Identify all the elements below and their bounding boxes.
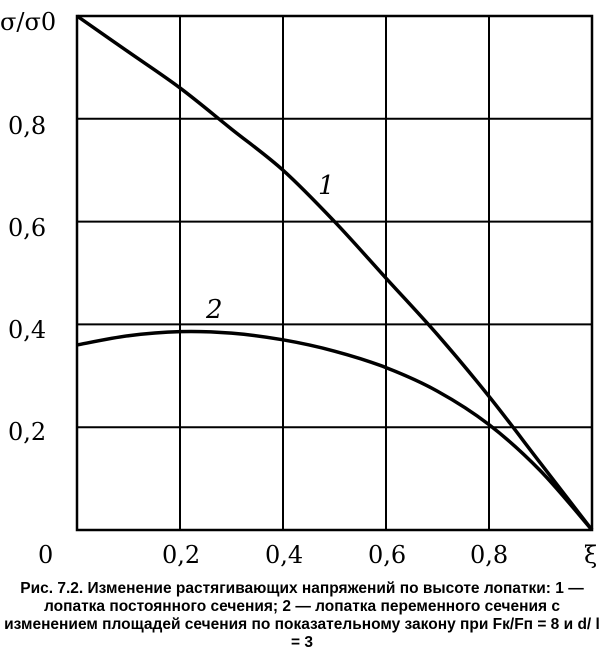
series-lines (75, 14, 594, 532)
y-tick-label: 0,2 (8, 418, 46, 446)
y-tick-label: 0,6 (8, 214, 46, 242)
grid (77, 16, 592, 530)
plot-frame (75, 14, 594, 532)
chart: σ/σ0 0,2 0,4 0,6 0,8 0 0,2 0,4 0,6 0,8 ξ… (0, 8, 597, 569)
y-tick-label: 0,8 (8, 112, 46, 140)
series-1-line (75, 14, 594, 532)
series-2-line (76, 329, 594, 532)
x-tick-label: 0,6 (368, 541, 406, 569)
series-2-label: 2 (205, 295, 223, 325)
plot-border (75, 14, 594, 532)
y-tick-label: 0,4 (8, 316, 46, 344)
x-axis-title: ξ (584, 541, 597, 569)
y-axis-title: σ/σ0 (0, 8, 56, 36)
x-tick-label: 0,2 (162, 541, 200, 569)
x-tick-label: 0,4 (265, 541, 303, 569)
figure-caption: Рис. 7.2. Изменение растягивающих напряж… (4, 580, 600, 651)
x-tick-label: 0 (38, 541, 53, 569)
x-tick-label: 0,8 (470, 541, 508, 569)
series-1-label: 1 (318, 171, 335, 201)
